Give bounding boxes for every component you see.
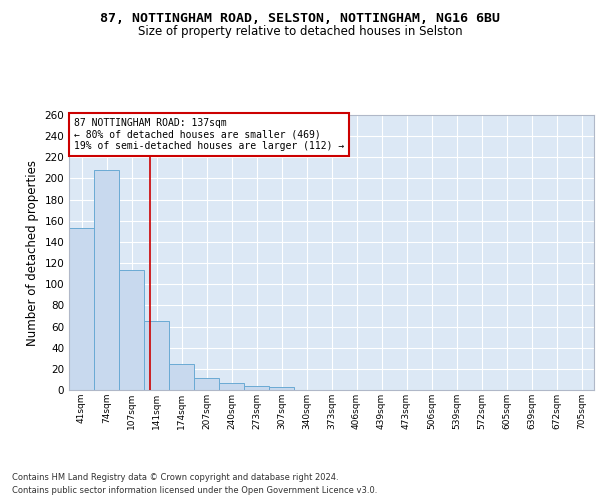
Bar (94, 170, 119, 390)
Text: 87 NOTTINGHAM ROAD: 137sqm
← 80% of detached houses are smaller (469)
19% of sem: 87 NOTTINGHAM ROAD: 137sqm ← 80% of deta… (74, 118, 344, 151)
Text: 87, NOTTINGHAM ROAD, SELSTON, NOTTINGHAM, NG16 6BU: 87, NOTTINGHAM ROAD, SELSTON, NOTTINGHAM… (100, 12, 500, 26)
Bar (194, 378, 219, 390)
Text: Size of property relative to detached houses in Selston: Size of property relative to detached ho… (137, 25, 463, 38)
Bar (169, 364, 194, 390)
Text: Contains HM Land Registry data © Crown copyright and database right 2024.: Contains HM Land Registry data © Crown c… (12, 472, 338, 482)
Bar (119, 270, 144, 390)
Bar (69, 228, 94, 390)
Bar (269, 387, 294, 390)
Y-axis label: Number of detached properties: Number of detached properties (26, 160, 39, 346)
Bar (144, 322, 169, 390)
Bar (219, 382, 244, 390)
Bar (244, 386, 269, 390)
Text: Contains public sector information licensed under the Open Government Licence v3: Contains public sector information licen… (12, 486, 377, 495)
